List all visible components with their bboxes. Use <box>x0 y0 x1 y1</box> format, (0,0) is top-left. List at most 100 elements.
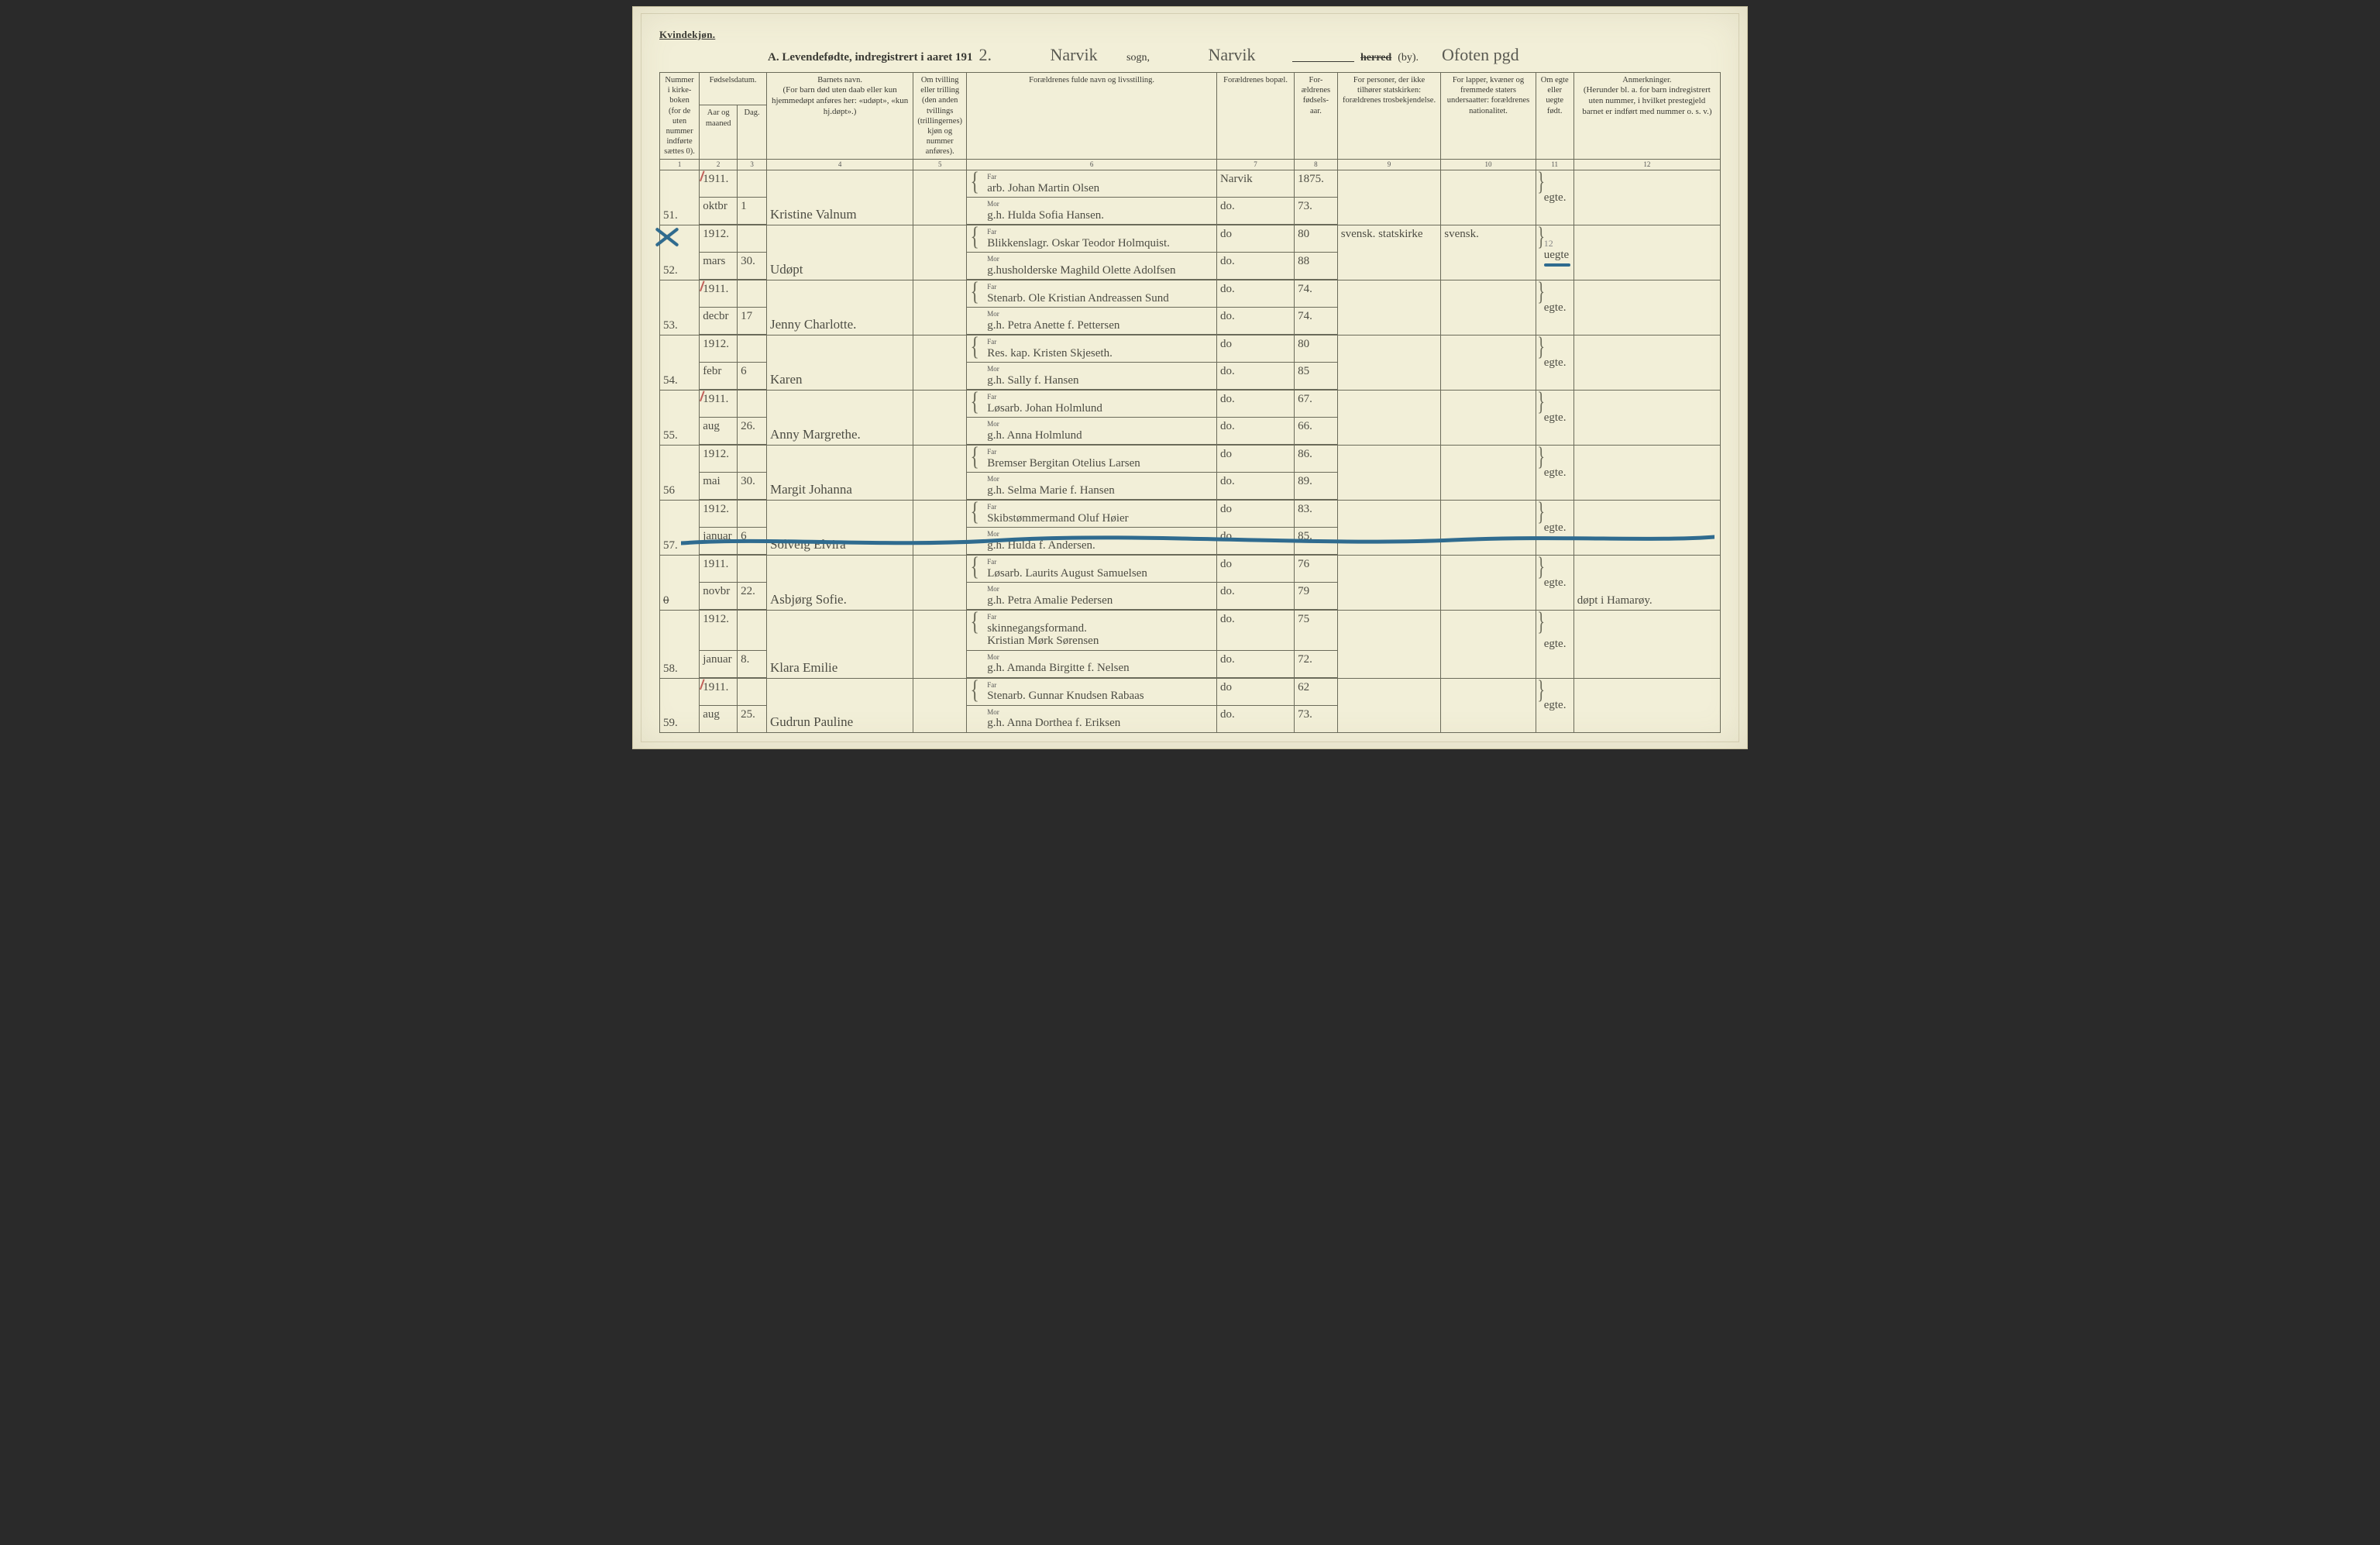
register-page: Kvindekjøn. A. Levendefødte, indregistre… <box>632 6 1748 749</box>
legitimacy-cell: egte. <box>1536 678 1573 733</box>
year-cell: 1912. <box>700 445 738 473</box>
parent-birthyear-bot: 89. <box>1295 473 1338 501</box>
residence-top: do. <box>1216 390 1294 418</box>
year-cell: 1911. <box>700 280 738 308</box>
title-prefix: A. Levendefødte, indregistrert i aaret 1… <box>768 51 973 64</box>
colnum: 10 <box>1441 160 1536 170</box>
father-cell: FarLøsarb. Johan Holmlund <box>967 390 1217 418</box>
residence-bot: do. <box>1216 473 1294 501</box>
entry-number: 55. <box>660 390 700 445</box>
entry-number: 57. <box>660 500 700 555</box>
residence-bot: do. <box>1216 308 1294 335</box>
twin-cell <box>913 445 967 500</box>
table-body: 51.1911.Kristine ValnumFararb. Johan Mar… <box>660 170 1721 733</box>
mother-cell: Morg.h. Petra Amalie Pedersen <box>967 583 1217 611</box>
day-cell: 8. <box>738 651 767 679</box>
month-cell: mai <box>700 473 738 501</box>
col-header-3: Dag. <box>738 105 767 160</box>
col-header-6: Forældrenes fulde navn og livsstilling. <box>967 73 1217 160</box>
year-cell: 1911. <box>700 390 738 418</box>
father-cell: Fararb. Johan Martin Olsen <box>967 170 1217 198</box>
father-cell: FarBlikkenslagr. Oskar Teodor Holmquist. <box>967 225 1217 253</box>
entry-number: 52. <box>660 225 700 280</box>
residence-top: do <box>1216 445 1294 473</box>
colnum: 12 <box>1573 160 1720 170</box>
parent-birthyear-bot: 73. <box>1295 706 1338 733</box>
day-cell: 6 <box>738 528 767 556</box>
child-name: Solveig Elvira <box>766 500 913 555</box>
child-name: Udøpt <box>766 225 913 280</box>
day-cell: 25. <box>738 706 767 733</box>
sogn-label: sogn, <box>1126 52 1150 64</box>
remarks-cell <box>1573 678 1720 733</box>
confession-cell <box>1337 500 1441 555</box>
mother-cell: Morg.h. Hulda Sofia Hansen. <box>967 198 1217 225</box>
parent-birthyear-top: 67. <box>1295 390 1338 418</box>
day-cell-top <box>738 170 767 198</box>
entry-number: 0 <box>660 555 700 610</box>
nationality-cell: svensk. <box>1441 225 1536 280</box>
remarks-cell: døpt i Hamarøy. <box>1573 555 1720 610</box>
remarks-cell <box>1573 445 1720 500</box>
child-name: Asbjørg Sofie. <box>766 555 913 610</box>
legitimacy-cell: egte. <box>1536 555 1573 610</box>
by-handwritten: Narvik <box>1178 46 1286 64</box>
residence-top: do. <box>1216 280 1294 308</box>
residence-top: do <box>1216 500 1294 528</box>
mother-cell: Morg.h. Anna Dorthea f. Eriksen <box>967 706 1217 733</box>
col-header-11: Om egte eller uegte født. <box>1536 73 1573 160</box>
father-cell: FarStenarb. Gunnar Knudsen Rabaas <box>967 678 1217 706</box>
child-name: Margit Johanna <box>766 445 913 500</box>
entry-number: 56 <box>660 445 700 500</box>
residence-bot: do. <box>1216 253 1294 280</box>
month-cell: januar <box>700 528 738 556</box>
nationality-cell <box>1441 610 1536 678</box>
twin-cell <box>913 610 967 678</box>
parent-birthyear-top: 83. <box>1295 500 1338 528</box>
pgd-handwritten: Ofoten pgd <box>1442 46 1519 64</box>
day-cell-top <box>738 390 767 418</box>
kvindekjon-heading: Kvindekjøn. <box>659 29 1721 41</box>
entry-number: 54. <box>660 335 700 390</box>
col-header-9: For personer, der ikke tilhører statskir… <box>1337 73 1441 160</box>
residence-bot: do. <box>1216 363 1294 391</box>
child-name: Klara Emilie <box>766 610 913 678</box>
mother-cell: Morg.husholderske Maghild Olette Adolfse… <box>967 253 1217 280</box>
nationality-cell <box>1441 555 1536 610</box>
month-cell: novbr <box>700 583 738 611</box>
confession-cell <box>1337 390 1441 445</box>
register-table: Nummer i kirke-boken (for de uten nummer… <box>659 72 1721 733</box>
father-cell: FarRes. kap. Kristen Skjeseth. <box>967 335 1217 363</box>
residence-bot: do. <box>1216 528 1294 556</box>
twin-cell <box>913 225 967 280</box>
parent-birthyear-bot: 85 <box>1295 363 1338 391</box>
col-header-2-3-top: Fødselsdatum. <box>700 73 767 105</box>
father-cell: Farskinnegangsformand. Kristian Mørk Sør… <box>967 610 1217 650</box>
remarks-cell <box>1573 170 1720 225</box>
column-numbers-row: 1 2 3 4 5 6 7 8 9 10 11 12 <box>660 160 1721 170</box>
twin-cell <box>913 555 967 610</box>
residence-bot: do. <box>1216 651 1294 679</box>
colnum: 6 <box>967 160 1217 170</box>
nationality-cell <box>1441 445 1536 500</box>
legitimacy-cell: egte. <box>1536 445 1573 500</box>
child-name: Karen <box>766 335 913 390</box>
confession-cell <box>1337 280 1441 335</box>
remarks-cell <box>1573 225 1720 280</box>
confession-cell <box>1337 555 1441 610</box>
residence-bot: do. <box>1216 706 1294 733</box>
colnum: 5 <box>913 160 967 170</box>
parent-birthyear-bot: 66. <box>1295 418 1338 446</box>
twin-cell <box>913 335 967 390</box>
parent-birthyear-top: 1875. <box>1295 170 1338 198</box>
legitimacy-cell: egte. <box>1536 170 1573 225</box>
parent-birthyear-top: 75 <box>1295 610 1338 650</box>
entry-number: 51. <box>660 170 700 225</box>
year-cell: 1912. <box>700 610 738 650</box>
day-cell: 17 <box>738 308 767 335</box>
herred-blank <box>1292 50 1354 62</box>
day-cell-top <box>738 445 767 473</box>
month-cell: febr <box>700 363 738 391</box>
twin-cell <box>913 280 967 335</box>
remarks-cell <box>1573 610 1720 678</box>
